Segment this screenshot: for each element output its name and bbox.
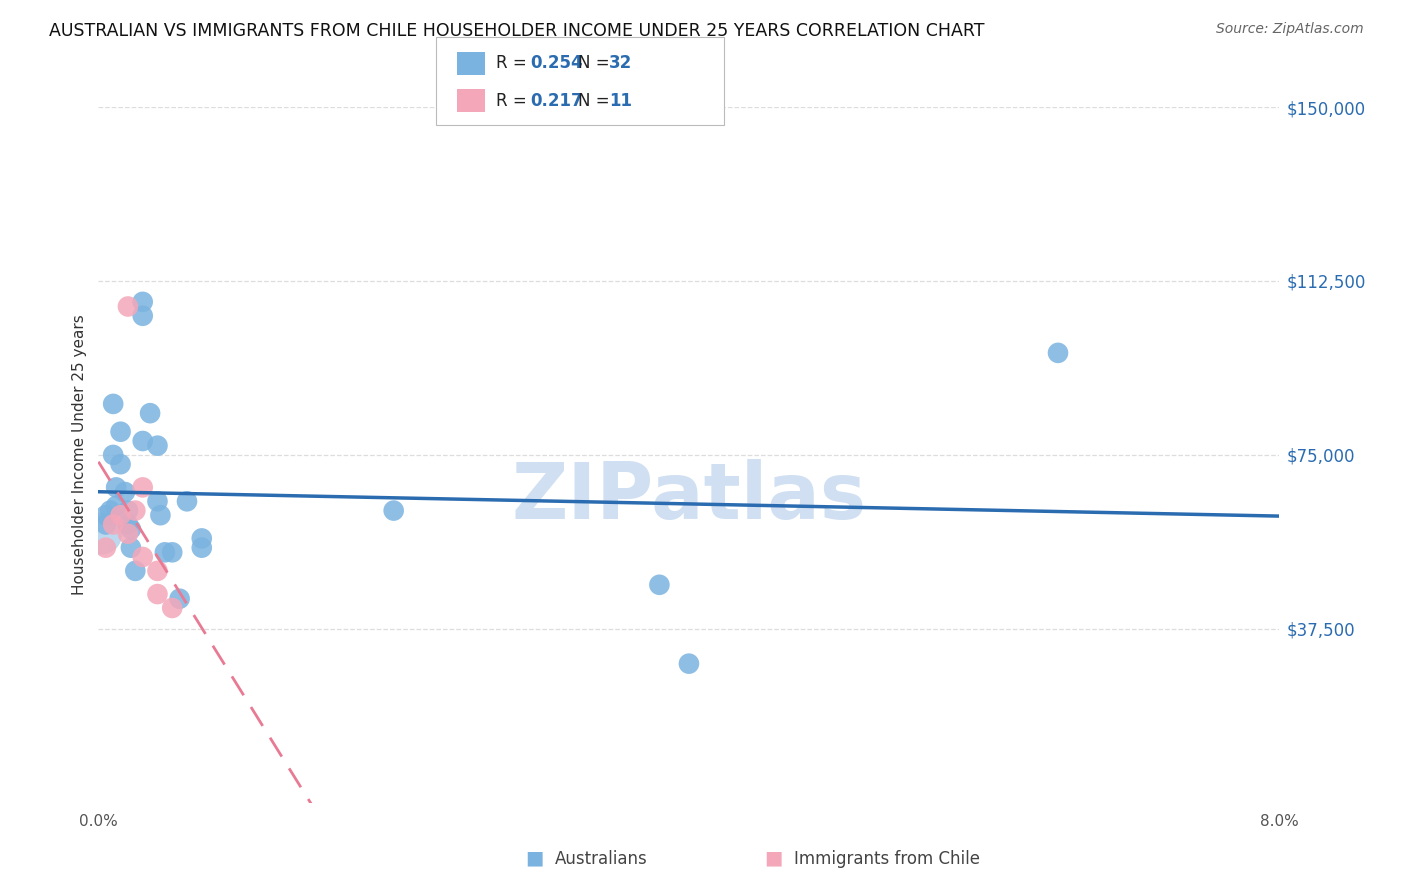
- Point: [105, 480, 128, 494]
- Text: Immigrants from Chile: Immigrants from Chile: [794, 850, 980, 868]
- Text: Australians: Australians: [555, 850, 648, 868]
- Point: [103, 448, 125, 462]
- Point: [117, 526, 139, 541]
- Point: [191, 541, 214, 555]
- Point: [98, 503, 121, 517]
- Text: N =: N =: [578, 54, 614, 72]
- Point: [382, 503, 405, 517]
- Text: R =: R =: [496, 54, 533, 72]
- Text: Source: ZipAtlas.com: Source: ZipAtlas.com: [1216, 22, 1364, 37]
- Point: [120, 541, 142, 555]
- Point: [94, 508, 117, 523]
- Point: [146, 587, 169, 601]
- Point: [146, 439, 169, 453]
- Point: [132, 549, 155, 564]
- Point: [191, 532, 214, 546]
- Text: 0.217: 0.217: [530, 92, 582, 110]
- Point: [169, 591, 191, 606]
- Point: [117, 300, 139, 314]
- Point: [132, 434, 155, 448]
- Point: [117, 517, 139, 532]
- Point: [103, 517, 125, 532]
- Point: [146, 564, 169, 578]
- Point: [153, 545, 176, 559]
- Text: AUSTRALIAN VS IMMIGRANTS FROM CHILE HOUSEHOLDER INCOME UNDER 25 YEARS CORRELATIO: AUSTRALIAN VS IMMIGRANTS FROM CHILE HOUS…: [49, 22, 984, 40]
- Point: [132, 480, 155, 494]
- Point: [162, 545, 183, 559]
- Point: [149, 508, 172, 523]
- Point: [124, 503, 146, 517]
- Point: [132, 294, 155, 309]
- Text: R =: R =: [496, 92, 533, 110]
- Point: [678, 657, 700, 671]
- Point: [146, 494, 169, 508]
- Text: N =: N =: [578, 92, 614, 110]
- Text: 11: 11: [609, 92, 631, 110]
- Point: [90, 526, 112, 541]
- Point: [1046, 346, 1070, 360]
- Point: [132, 309, 155, 323]
- Point: [120, 522, 142, 536]
- Point: [114, 485, 136, 500]
- Text: ■: ■: [763, 849, 783, 868]
- Y-axis label: Householder Income Under 25 years: Householder Income Under 25 years: [72, 315, 87, 595]
- Text: ■: ■: [524, 849, 544, 868]
- Point: [110, 425, 132, 439]
- Point: [110, 457, 132, 471]
- Point: [124, 564, 146, 578]
- Text: 32: 32: [609, 54, 633, 72]
- Point: [117, 503, 139, 517]
- Text: 0.254: 0.254: [530, 54, 582, 72]
- Point: [103, 397, 125, 411]
- Point: [648, 578, 671, 592]
- Point: [105, 499, 128, 513]
- Point: [162, 601, 183, 615]
- Point: [176, 494, 198, 508]
- Point: [94, 517, 117, 532]
- Point: [110, 508, 132, 523]
- Point: [94, 541, 117, 555]
- Text: ZIPatlas: ZIPatlas: [512, 458, 866, 534]
- Point: [139, 406, 162, 420]
